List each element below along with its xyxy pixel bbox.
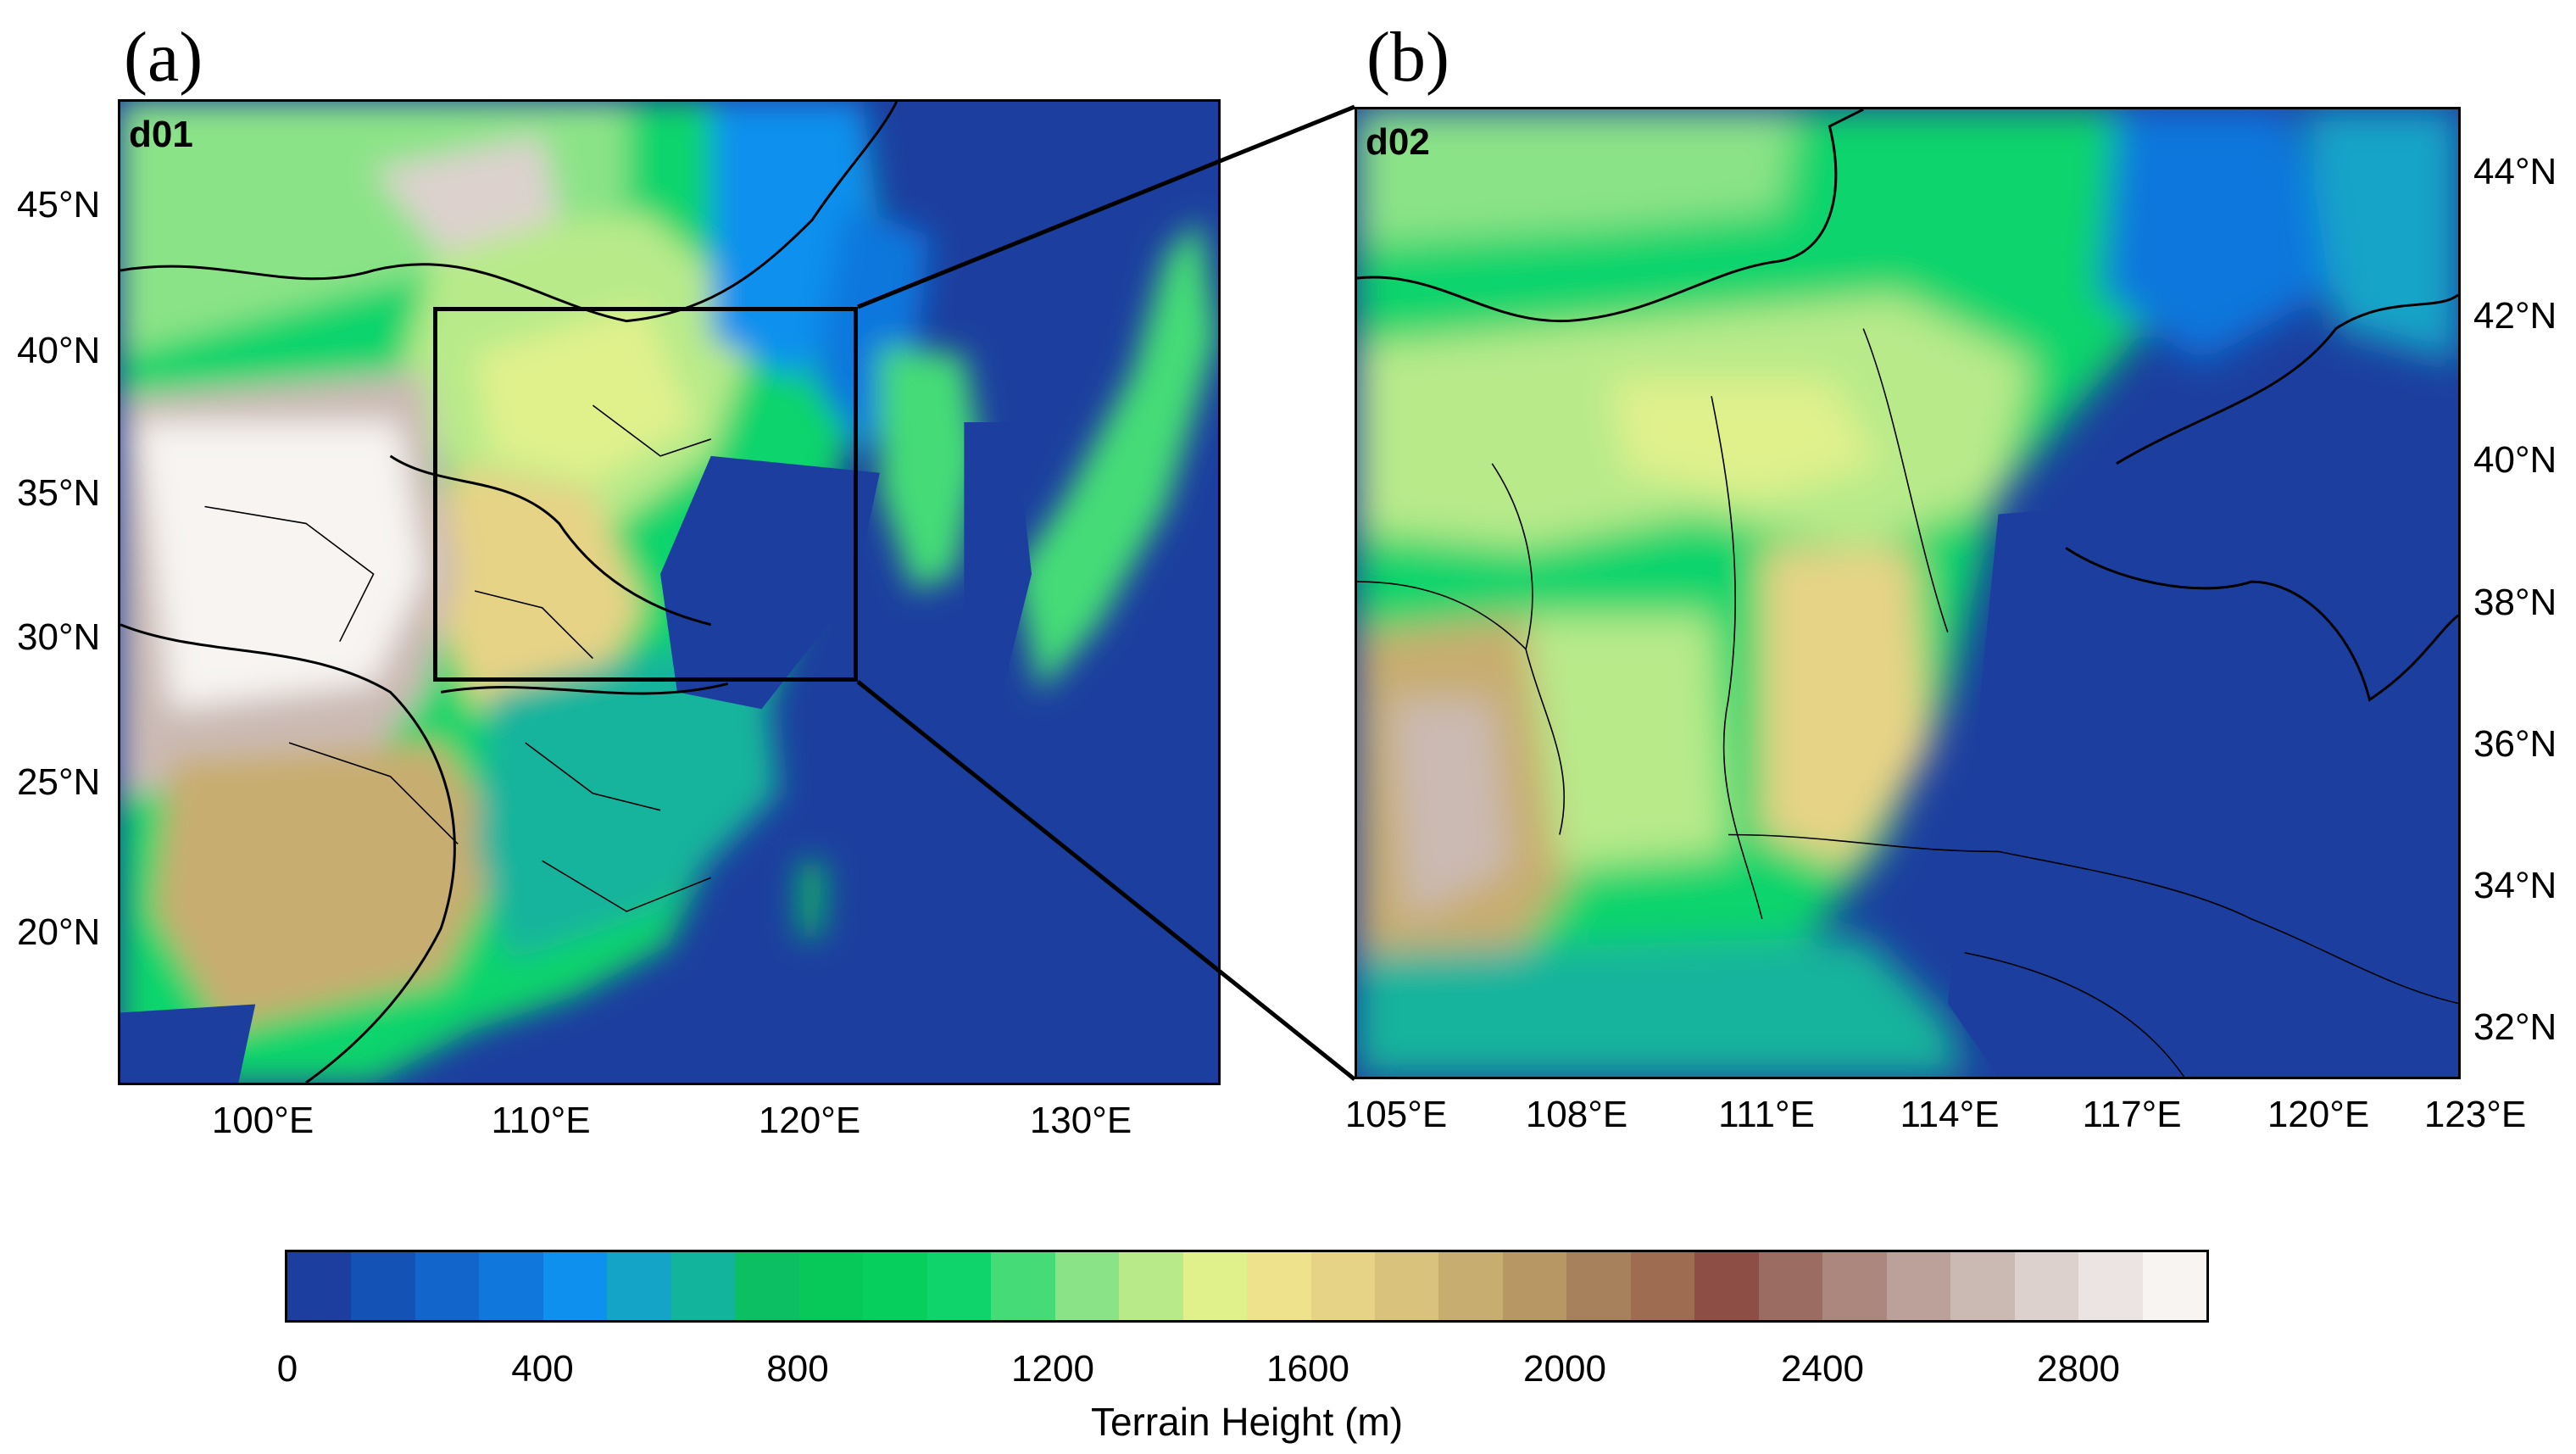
lon-tick-b-105: 105°E (1344, 1094, 1448, 1135)
colorbar-segment-27 (2014, 1252, 2079, 1320)
lat-tick-b-38: 38°N (2473, 582, 2557, 623)
map-panel-d02[interactable]: d02 (1355, 107, 2461, 1079)
colorbar-segment-21 (1630, 1252, 1695, 1320)
lon-tick-a-100: 100°E (211, 1100, 314, 1141)
colorbar-title: Terrain Height (m) (1090, 1400, 1404, 1444)
lat-tick-b-42: 42°N (2473, 295, 2557, 337)
colorbar-segment-8 (798, 1252, 864, 1320)
lon-tick-a-130: 130°E (1029, 1100, 1132, 1141)
colorbar-segment-11 (991, 1252, 1055, 1320)
lat-tick-b-36: 36°N (2473, 723, 2557, 765)
colorbar-segment-25 (1886, 1252, 1951, 1320)
lat-tick-b-44: 44°N (2473, 151, 2557, 192)
lat-tick-b-34: 34°N (2473, 865, 2557, 906)
colorbar-tick-400: 400 (511, 1348, 574, 1390)
domain-tag-d01: d01 (129, 114, 193, 155)
panel-a-label: (a) (124, 18, 203, 97)
colorbar-tick-1600: 1600 (1266, 1348, 1349, 1390)
colorbar-segment-22 (1694, 1252, 1759, 1320)
lat-tick-a-40: 40°N (17, 330, 101, 371)
colorbar-segment-3 (479, 1252, 543, 1320)
panel-b-label: (b) (1366, 18, 1449, 97)
colorbar-tick-800: 800 (766, 1348, 829, 1390)
colorbar-segment-15 (1247, 1252, 1311, 1320)
inner-domain-box (433, 307, 858, 682)
domain-tag-d02: d02 (1366, 121, 1430, 163)
colorbar-segment-0 (287, 1252, 352, 1320)
colorbar-tick-0: 0 (276, 1348, 298, 1390)
colorbar-segment-5 (607, 1252, 671, 1320)
colorbar-segment-14 (1182, 1252, 1248, 1320)
colorbar-segment-2 (414, 1252, 480, 1320)
colorbar-tick-1200: 1200 (1011, 1348, 1094, 1390)
colorbar-tick-2800: 2800 (2037, 1348, 2120, 1390)
lon-tick-b-108: 108°E (1525, 1094, 1628, 1135)
terrain-colorbar (285, 1250, 2209, 1323)
colorbar-segment-17 (1374, 1252, 1439, 1320)
colorbar-segment-12 (1054, 1252, 1120, 1320)
lat-tick-a-35: 35°N (17, 472, 101, 514)
colorbar-segment-28 (2078, 1252, 2143, 1320)
colorbar-segment-23 (1758, 1252, 1823, 1320)
lat-tick-b-40: 40°N (2473, 439, 2557, 481)
colorbar-segment-18 (1438, 1252, 1503, 1320)
colorbar-segment-16 (1310, 1252, 1375, 1320)
lon-tick-b-117: 117°E (2082, 1094, 2182, 1135)
terrain-map-d02 (1357, 109, 2458, 1077)
lat-tick-a-25: 25°N (17, 761, 101, 803)
lat-tick-a-45: 45°N (17, 184, 101, 226)
colorbar-segment-19 (1502, 1252, 1567, 1320)
lon-tick-b-114: 114°E (1900, 1094, 2000, 1135)
lat-tick-a-20: 20°N (17, 911, 101, 953)
lat-tick-b-32: 32°N (2473, 1006, 2557, 1048)
lon-tick-a-120: 120°E (758, 1100, 861, 1141)
lat-tick-a-30: 30°N (17, 616, 101, 658)
colorbar-segment-24 (1822, 1252, 1887, 1320)
colorbar-segment-4 (542, 1252, 608, 1320)
lon-tick-b-111: 111°E (1718, 1094, 1815, 1135)
colorbar-segment-26 (1950, 1252, 2015, 1320)
lon-tick-b-123: 123°E (2423, 1094, 2527, 1135)
colorbar-segment-29 (2142, 1252, 2207, 1320)
colorbar-segment-20 (1566, 1252, 1631, 1320)
colorbar-segment-6 (670, 1252, 736, 1320)
lon-tick-b-120: 120°E (2267, 1094, 2370, 1135)
colorbar-segment-13 (1119, 1252, 1183, 1320)
colorbar-tick-2000: 2000 (1523, 1348, 1606, 1390)
colorbar-tick-2400: 2400 (1781, 1348, 1864, 1390)
colorbar-segment-10 (926, 1252, 992, 1320)
colorbar-segment-1 (351, 1252, 415, 1320)
colorbar-segment-7 (735, 1252, 799, 1320)
lon-tick-a-110: 110°E (491, 1100, 591, 1141)
colorbar-segment-9 (863, 1252, 927, 1320)
